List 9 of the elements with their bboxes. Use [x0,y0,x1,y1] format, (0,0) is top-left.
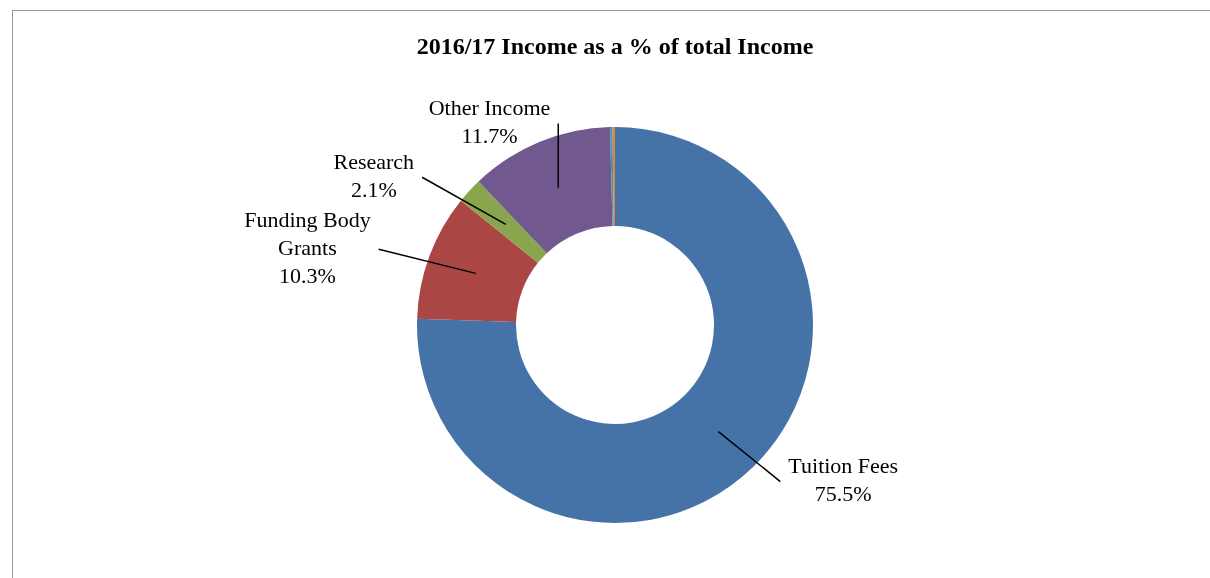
slice-label: Tuition Fees [788,453,899,479]
data-label: 2.1% [350,177,397,203]
slice-label: Research [333,149,415,175]
slice-label: Funding Body Grants [244,207,371,261]
data-label: 10.3% [279,263,336,289]
data-label: 11.7% [461,123,518,149]
data-label: 75.5% [814,481,872,507]
chart-title: 2016/17 Income as a % of total Income [416,33,814,60]
slice-label: Other Income [428,95,551,121]
